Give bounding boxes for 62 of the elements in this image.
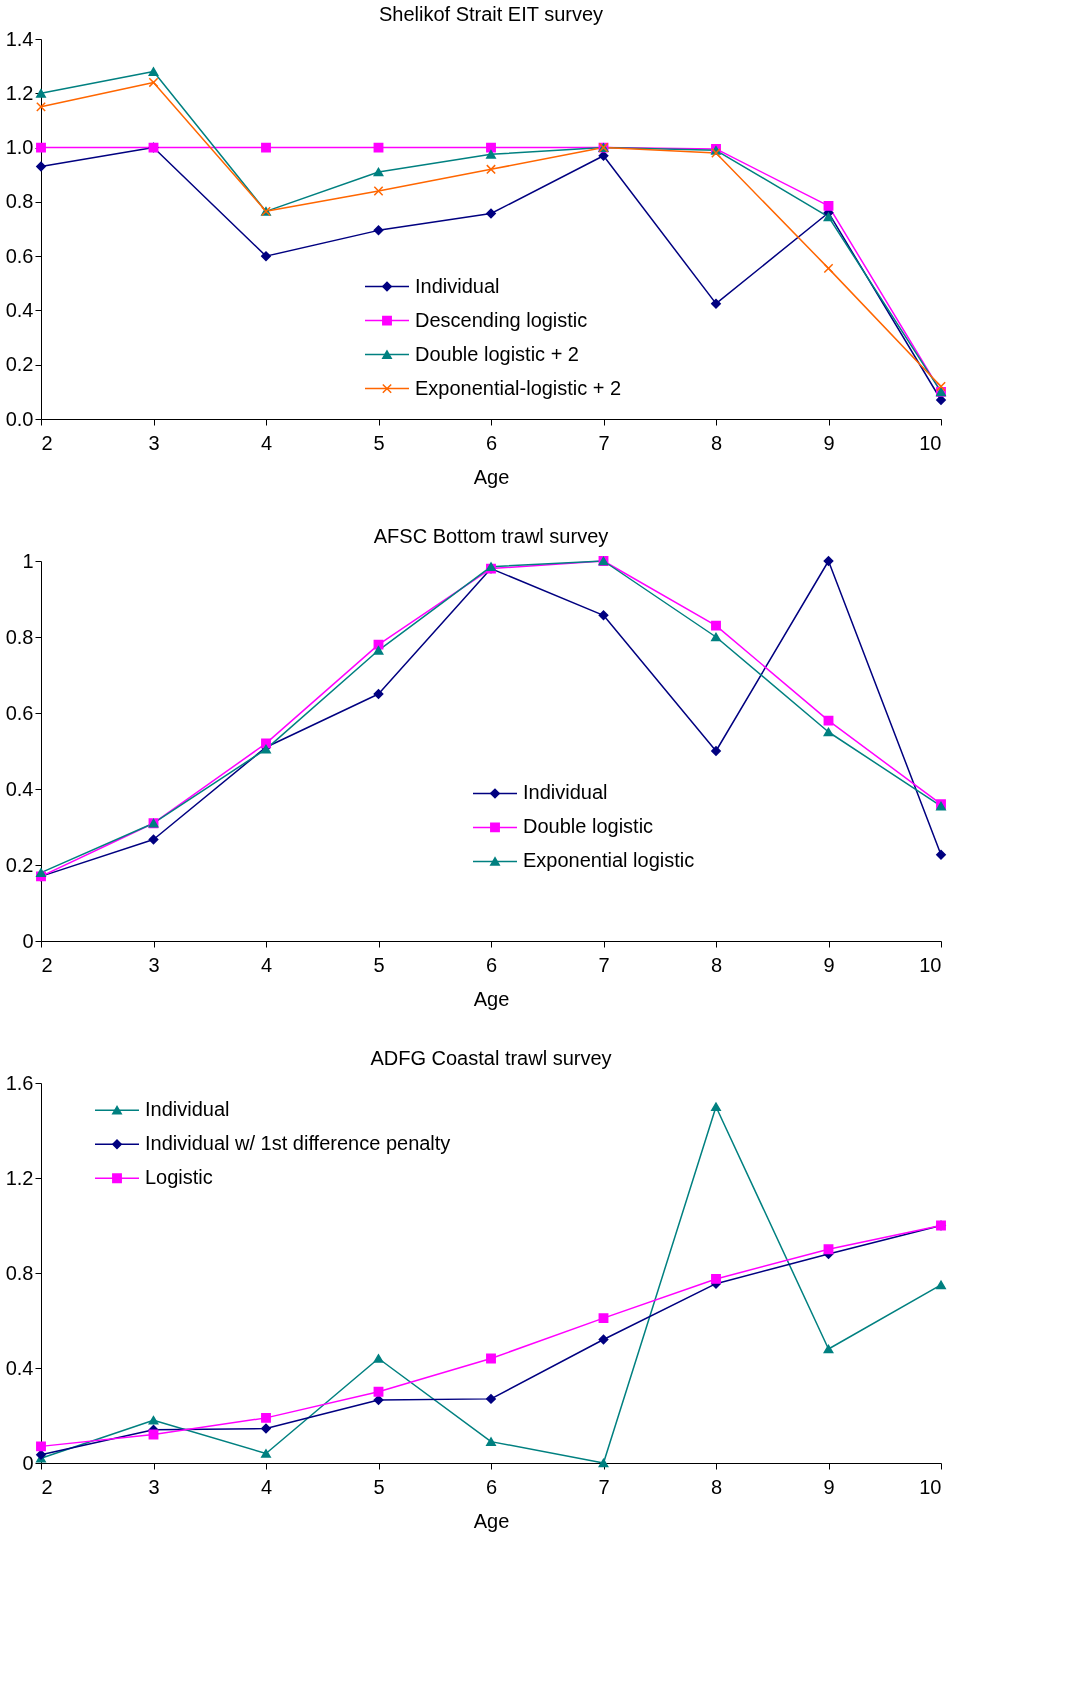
x-axis-title: Age bbox=[473, 987, 510, 1010]
legend-label: Logistic bbox=[145, 1166, 213, 1189]
x-tick-label: 5 bbox=[373, 953, 385, 976]
chart-title: ADFG Coastal trawl survey bbox=[370, 1047, 612, 1069]
legend-label: Individual bbox=[145, 1098, 230, 1121]
x-axis-title: Age bbox=[473, 465, 510, 488]
x-tick-label: 8 bbox=[710, 953, 723, 976]
y-tick-label: 1.2 bbox=[5, 81, 34, 104]
x-tick-label: 10 bbox=[919, 953, 942, 976]
legend-label: Exponential-logistic + 2 bbox=[415, 376, 622, 399]
x-tick-label: 10 bbox=[919, 1475, 942, 1498]
y-tick-label: 1.4 bbox=[5, 27, 34, 50]
x-tick-label: 2 bbox=[41, 953, 53, 976]
legend-label: Double logistic bbox=[523, 815, 654, 838]
x-tick-label: 9 bbox=[823, 431, 835, 454]
x-tick-label: 3 bbox=[148, 953, 160, 976]
y-tick-label: 0.8 bbox=[5, 625, 34, 648]
legend-label: Exponential logistic bbox=[523, 849, 695, 872]
y-tick-label: 0 bbox=[22, 1451, 34, 1474]
x-tick-label: 7 bbox=[598, 1475, 610, 1498]
y-tick-label: 0.4 bbox=[5, 298, 34, 321]
y-tick-label: 1.2 bbox=[5, 1166, 34, 1189]
legend-label: Descending logistic bbox=[415, 308, 588, 331]
x-tick-label: 6 bbox=[485, 1475, 498, 1498]
x-tick-label: 9 bbox=[823, 1475, 835, 1498]
x-tick-label: 5 bbox=[373, 431, 385, 454]
x-tick-label: 6 bbox=[485, 431, 498, 454]
x-tick-label: 2 bbox=[41, 431, 53, 454]
chart-title: AFSC Bottom trawl survey bbox=[373, 525, 609, 547]
y-tick-label: 0.6 bbox=[5, 701, 34, 724]
y-tick-label: 1 bbox=[22, 549, 34, 572]
x-tick-label: 7 bbox=[598, 431, 610, 454]
x-tick-label: 2 bbox=[41, 1475, 53, 1498]
y-tick-label: 1.0 bbox=[5, 136, 34, 159]
x-axis-title: Age bbox=[473, 1509, 510, 1532]
chart-title: Shelikof Strait EIT survey bbox=[378, 3, 604, 25]
x-tick-label: 3 bbox=[148, 431, 160, 454]
x-tick-label: 5 bbox=[373, 1475, 385, 1498]
legend-label: Individual bbox=[415, 274, 500, 297]
x-tick-label: 3 bbox=[148, 1475, 160, 1498]
x-tick-label: 9 bbox=[823, 953, 835, 976]
y-tick-label: 0.4 bbox=[5, 777, 34, 800]
x-tick-label: 4 bbox=[260, 953, 273, 976]
y-tick-label: 0.4 bbox=[5, 1356, 34, 1379]
y-tick-label: 0 bbox=[22, 929, 34, 952]
x-tick-label: 10 bbox=[919, 431, 942, 454]
y-tick-label: 0.2 bbox=[5, 353, 34, 376]
y-tick-label: 0.6 bbox=[5, 244, 34, 267]
x-tick-label: 6 bbox=[485, 953, 498, 976]
y-tick-label: 0.2 bbox=[5, 853, 34, 876]
x-tick-label: 7 bbox=[598, 953, 610, 976]
y-tick-label: 0.8 bbox=[5, 190, 34, 213]
x-tick-label: 8 bbox=[710, 431, 723, 454]
y-tick-label: 1.6 bbox=[5, 1071, 34, 1094]
legend-label: Individual bbox=[523, 781, 608, 804]
y-tick-label: 0.8 bbox=[5, 1261, 34, 1284]
x-tick-label: 4 bbox=[260, 1475, 273, 1498]
y-tick-label: 0.0 bbox=[5, 407, 34, 430]
x-tick-label: 8 bbox=[710, 1475, 723, 1498]
legend-label: Double logistic + 2 bbox=[415, 342, 579, 365]
legend-label: Individual w/ 1st difference penalty bbox=[145, 1132, 451, 1155]
x-tick-label: 4 bbox=[260, 431, 273, 454]
